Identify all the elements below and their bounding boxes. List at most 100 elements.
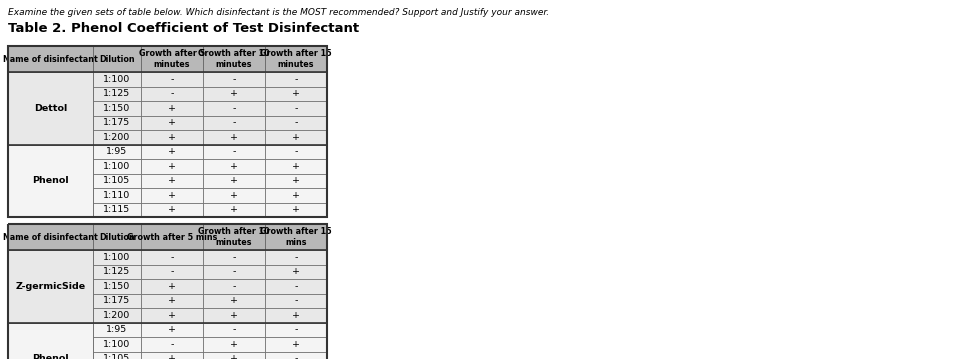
Text: 1:95: 1:95 [106,147,128,156]
Bar [265,351,327,359]
Text: -: - [232,253,236,262]
Text: 1:200: 1:200 [103,311,131,320]
Bar [203,72,265,87]
Bar [141,224,203,250]
Bar [203,101,265,116]
Bar [93,130,141,145]
Text: Growth after 5 mins: Growth after 5 mins [127,233,217,242]
Bar [265,202,327,217]
Bar [203,250,265,265]
Bar [93,351,141,359]
Bar [265,173,327,188]
Bar [203,279,265,294]
Bar [8,322,93,359]
Bar [265,188,327,202]
Text: 1:150: 1:150 [103,104,131,113]
Bar [93,265,141,279]
Bar [141,145,203,159]
Text: -: - [232,267,236,276]
Text: 1:200: 1:200 [103,133,131,142]
Text: +: + [292,191,300,200]
Text: +: + [168,133,176,142]
Text: +: + [292,311,300,320]
Text: +: + [168,191,176,200]
Text: 1:100: 1:100 [103,75,131,84]
Bar [8,46,327,217]
Bar [265,265,327,279]
Bar [93,116,141,130]
Bar [265,101,327,116]
Text: +: + [168,325,176,334]
Bar [141,116,203,130]
Text: 1:105: 1:105 [103,354,131,359]
Bar [203,159,265,173]
Text: Examine the given sets of table below. Which disinfectant is the MOST recommende: Examine the given sets of table below. W… [8,8,549,17]
Text: +: + [168,176,176,185]
Bar [141,101,203,116]
Bar [93,308,141,322]
Text: 1:125: 1:125 [103,89,131,98]
Bar [265,46,327,72]
Bar [93,322,141,337]
Bar [93,87,141,101]
Text: Growth after 5
minutes: Growth after 5 minutes [138,49,205,69]
Bar [141,308,203,322]
Text: +: + [230,89,238,98]
Bar [265,87,327,101]
Text: -: - [294,253,297,262]
Text: +: + [230,354,238,359]
Bar [141,188,203,202]
Text: -: - [232,75,236,84]
Text: Dettol: Dettol [34,104,67,113]
Bar [141,72,203,87]
Bar [8,72,93,145]
Text: +: + [230,205,238,214]
Text: -: - [294,282,297,291]
Bar [141,130,203,145]
Bar [203,351,265,359]
Bar [203,294,265,308]
Text: +: + [292,205,300,214]
Bar [141,265,203,279]
Text: +: + [168,354,176,359]
Text: +: + [230,191,238,200]
Text: 1:150: 1:150 [103,282,131,291]
Bar [265,294,327,308]
Bar [203,224,265,250]
Text: +: + [292,176,300,185]
Bar [93,72,141,87]
Bar [93,101,141,116]
Text: 1:175: 1:175 [103,118,131,127]
Text: -: - [171,75,174,84]
Bar [265,308,327,322]
Text: -: - [232,282,236,291]
Bar [8,145,93,217]
Text: -: - [232,147,236,156]
Bar [141,87,203,101]
Bar [141,46,203,72]
Bar [93,159,141,173]
Text: -: - [294,147,297,156]
Text: Dilution: Dilution [99,55,135,64]
Bar [93,145,141,159]
Text: +: + [230,296,238,305]
Bar [265,279,327,294]
Bar [203,173,265,188]
Bar [265,322,327,337]
Bar [203,188,265,202]
Text: +: + [230,176,238,185]
Text: -: - [294,104,297,113]
Text: -: - [171,253,174,262]
Bar [265,224,327,250]
Text: Name of disinfectant: Name of disinfectant [3,233,98,242]
Bar [203,322,265,337]
Text: Phenol: Phenol [32,176,69,185]
Bar [265,72,327,87]
Text: -: - [232,325,236,334]
Text: Table 2. Phenol Coefficient of Test Disinfectant: Table 2. Phenol Coefficient of Test Disi… [8,22,359,35]
Bar [141,337,203,351]
Bar [141,202,203,217]
Bar [203,130,265,145]
Text: +: + [230,162,238,171]
Text: -: - [171,340,174,349]
